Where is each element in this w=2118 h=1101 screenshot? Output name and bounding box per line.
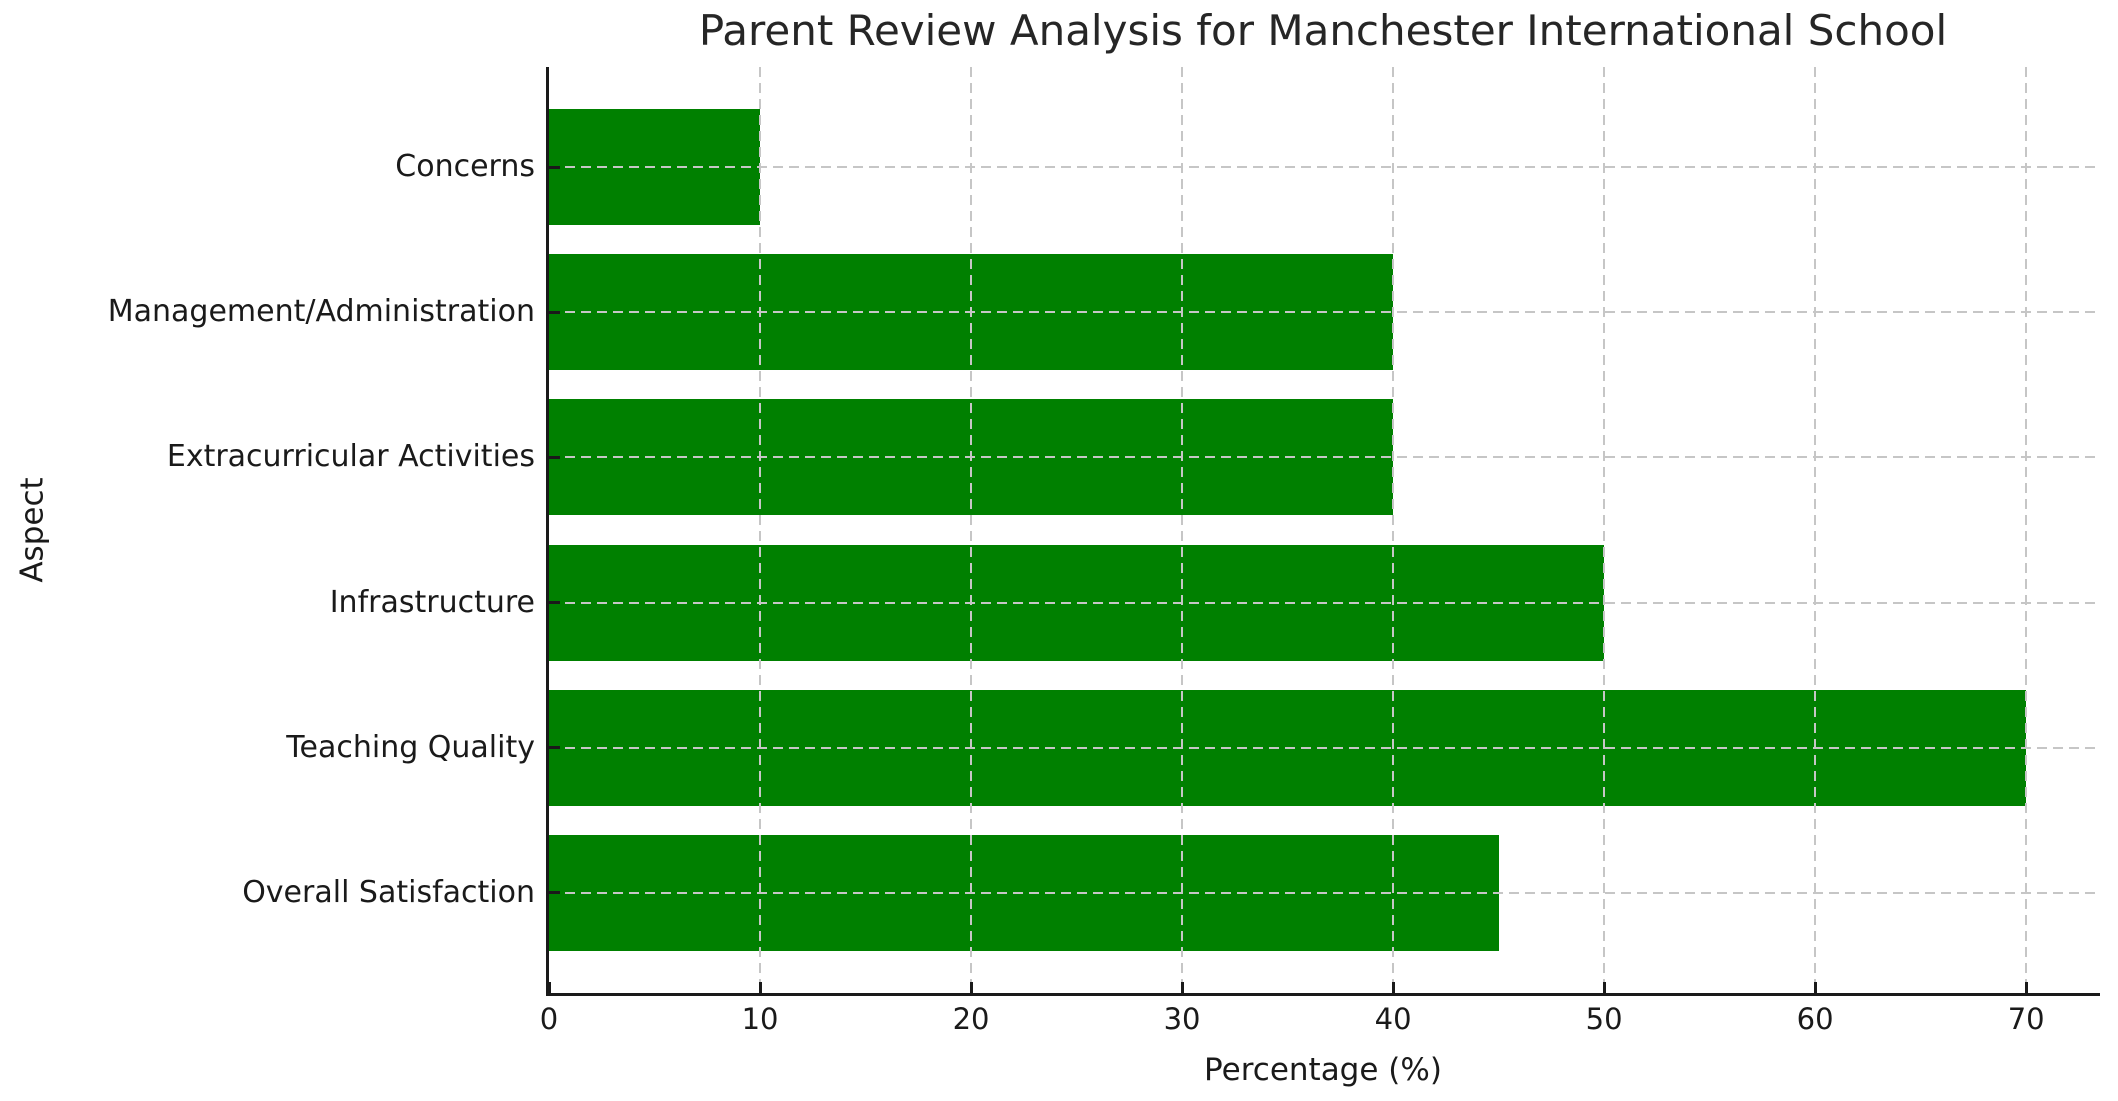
gridline-x-40 [1392,67,1395,993]
plot-area [546,67,2100,996]
x-tick-label-60: 60 [1796,1002,1834,1036]
x-axis-label: Percentage (%) [1204,1052,1442,1088]
y-tick-label-overall-satisfaction: Overall Satisfaction [242,874,535,910]
y-tick-mark-extracurricular-activities [549,455,560,459]
gridline-x-20 [970,67,973,993]
x-tick-mark-70 [2024,982,2028,993]
x-tick-label-10: 10 [741,1002,779,1036]
x-tick-label-70: 70 [2007,1002,2045,1036]
x-tick-label-30: 30 [1163,1002,1201,1036]
x-tick-mark-50 [1602,982,1606,993]
chart-title: Parent Review Analysis for Manchester In… [698,6,1948,55]
x-tick-mark-30 [1180,982,1184,993]
y-tick-mark-overall-satisfaction [549,891,560,895]
y-tick-mark-management-administration [549,310,560,314]
y-tick-label-infrastructure: Infrastructure [329,584,535,620]
y-axis-label-wrap: Aspect [2,67,64,993]
x-tick-mark-10 [758,982,762,993]
x-tick-mark-20 [969,982,973,993]
gridline-y-concerns [549,166,2100,169]
x-tick-label-0: 0 [539,1002,559,1036]
x-tick-mark-60 [1813,982,1817,993]
y-tick-mark-teaching-quality [549,746,560,750]
y-tick-mark-infrastructure [549,601,560,605]
gridline-x-60 [1814,67,1817,993]
x-tick-label-20: 20 [952,1002,990,1036]
y-axis-label: Aspect [15,477,51,583]
x-tick-label-40: 40 [1374,1002,1412,1036]
gridline-x-10 [759,67,762,993]
gridline-y-infrastructure [549,601,2100,604]
y-tick-label-concerns: Concerns [395,149,535,185]
gridline-y-teaching-quality [549,746,2100,749]
gridline-x-70 [2025,67,2028,993]
gridline-y-overall-satisfaction [549,891,2100,894]
x-tick-label-50: 50 [1585,1002,1623,1036]
x-tick-mark-40 [1391,982,1395,993]
gridline-x-50 [1603,67,1606,993]
y-tick-label-teaching-quality: Teaching Quality [286,729,535,765]
y-tick-label-management-administration: Management/Administration [107,294,535,330]
y-tick-mark-concerns [549,165,560,169]
gridline-y-extracurricular-activities [549,456,2100,459]
y-tick-label-extracurricular-activities: Extracurricular Activities [166,439,535,475]
x-tick-mark-0 [547,982,551,993]
gridline-x-30 [1181,67,1184,993]
gridline-y-management-administration [549,311,2100,314]
